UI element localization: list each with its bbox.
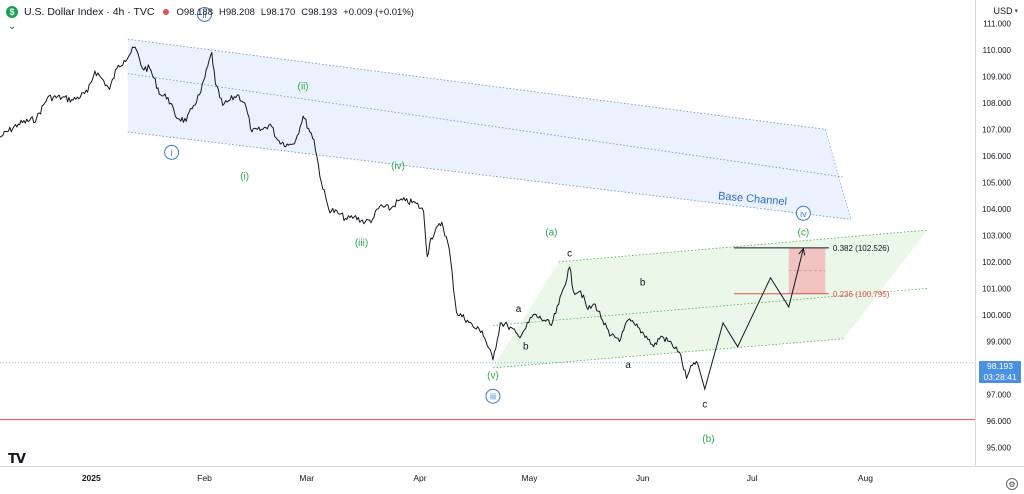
settings-gear-icon[interactable]: ⚙ [1006,478,1018,490]
x-tick-6: Jul [747,473,758,483]
wave-label-5[interactable]: (i) [240,172,249,183]
wave-label-circle-1 [164,144,180,160]
collapse-chevron-icon[interactable]: ⌄ [8,21,17,32]
base-channel-fill [127,39,851,220]
chevron-down-icon: ▾ [1014,8,1018,15]
y-tick-4: 107.000 [982,125,1011,134]
correction-channel-middle-line[interactable] [492,287,928,326]
symbol-icon[interactable]: $ [6,6,18,18]
y-tick-9: 102.000 [982,258,1011,267]
price-series-line[interactable] [0,46,698,380]
y-tick-14: 97.000 [987,390,1012,399]
x-tick-7: Aug [858,473,873,483]
y-tick-6: 105.000 [982,178,1011,187]
last-price-value: 98.193 [987,361,1013,371]
y-tick-5: 106.000 [982,152,1011,161]
y-tick-11: 100.000 [982,311,1011,320]
y-tick-3: 108.000 [982,99,1011,108]
x-tick-4: May [521,473,538,483]
wave-label-10[interactable]: (c) [798,227,810,238]
fib-level-label-1: 0.236 (100.795) [833,290,890,299]
y-tick-7: 104.000 [982,205,1011,214]
x-tick-5: Jun [636,473,650,483]
wave-label-circle-2 [485,388,501,404]
correction-channel-upper-line[interactable] [558,229,928,263]
last-price-tag: 98.193 03:28:41 [979,361,1021,383]
wave-label-9[interactable]: (a) [545,227,557,238]
y-tick-8: 103.000 [982,231,1011,240]
wave-label-17[interactable]: c [702,400,707,411]
wave-label-12[interactable]: a [516,304,522,315]
wave-label-3[interactable]: iv [800,209,807,219]
tradingview-logo[interactable]: TV [8,452,26,467]
ohlc-close: C98.193 [301,6,338,18]
symbol-title[interactable]: U.S. Dollar Index · 4h · TVC [24,6,155,18]
base-channel-lower-line[interactable] [127,131,851,220]
fib-level-label-0: 0.382 (102.526) [833,244,890,253]
wave-label-8[interactable]: (v) [487,371,499,382]
correction-channel-lower-line[interactable] [492,338,844,369]
chart-header: $ U.S. Dollar Index · 4h · TVC O98.188 H… [6,4,414,20]
y-tick-0: 111.000 [983,19,1011,28]
wave-label-circle-0 [196,6,212,22]
wave-label-13[interactable]: b [523,341,529,352]
wave-label-11[interactable]: (b) [702,434,714,445]
ohlc-open: O98.188 [176,6,213,18]
y-tick-15: 96.000 [987,417,1012,426]
ohlc-low: L98.170 [260,6,296,18]
y-tick-1: 110.000 [983,46,1012,55]
ohlc-high: H98.208 [218,6,255,18]
wave-label-1[interactable]: i [171,148,173,158]
base-channel-edge [824,129,852,220]
y-tick-2: 109.000 [982,72,1011,81]
y-tick-16: 95.000 [987,443,1012,452]
x-tick-3: Apr [413,473,426,483]
currency-selector[interactable]: USD ▾ [982,4,1018,18]
currency-label: USD [993,6,1013,16]
wave-label-15[interactable]: a [625,360,631,371]
wave-label-circle-3 [795,205,811,221]
y-tick-12: 99.000 [987,337,1012,346]
x-tick-2: Mar [299,473,314,483]
wave-label-0[interactable]: ii [202,10,206,20]
base-channel-middle-line[interactable] [127,73,844,178]
market-status-icon[interactable] [162,9,169,15]
wave-label-7[interactable]: (iii) [355,238,368,249]
x-tick-0: 2025 [82,473,101,483]
base-channel-label: Base Channel [718,190,788,208]
ohlc-change: +0.009 (+0.01%) [343,6,414,18]
bar-countdown: 03:28:41 [983,372,1017,382]
projection-arrowhead [798,247,806,256]
wave-label-4[interactable]: (ii) [298,82,309,93]
x-tick-1: Feb [197,473,212,483]
wave-label-2[interactable]: iii [490,392,496,402]
wave-label-16[interactable]: b [640,278,646,289]
y-tick-10: 101.000 [982,284,1011,293]
wave-label-6[interactable]: (iv) [391,161,405,172]
projection-path[interactable] [696,248,804,391]
wave-label-14[interactable]: c [567,249,572,260]
